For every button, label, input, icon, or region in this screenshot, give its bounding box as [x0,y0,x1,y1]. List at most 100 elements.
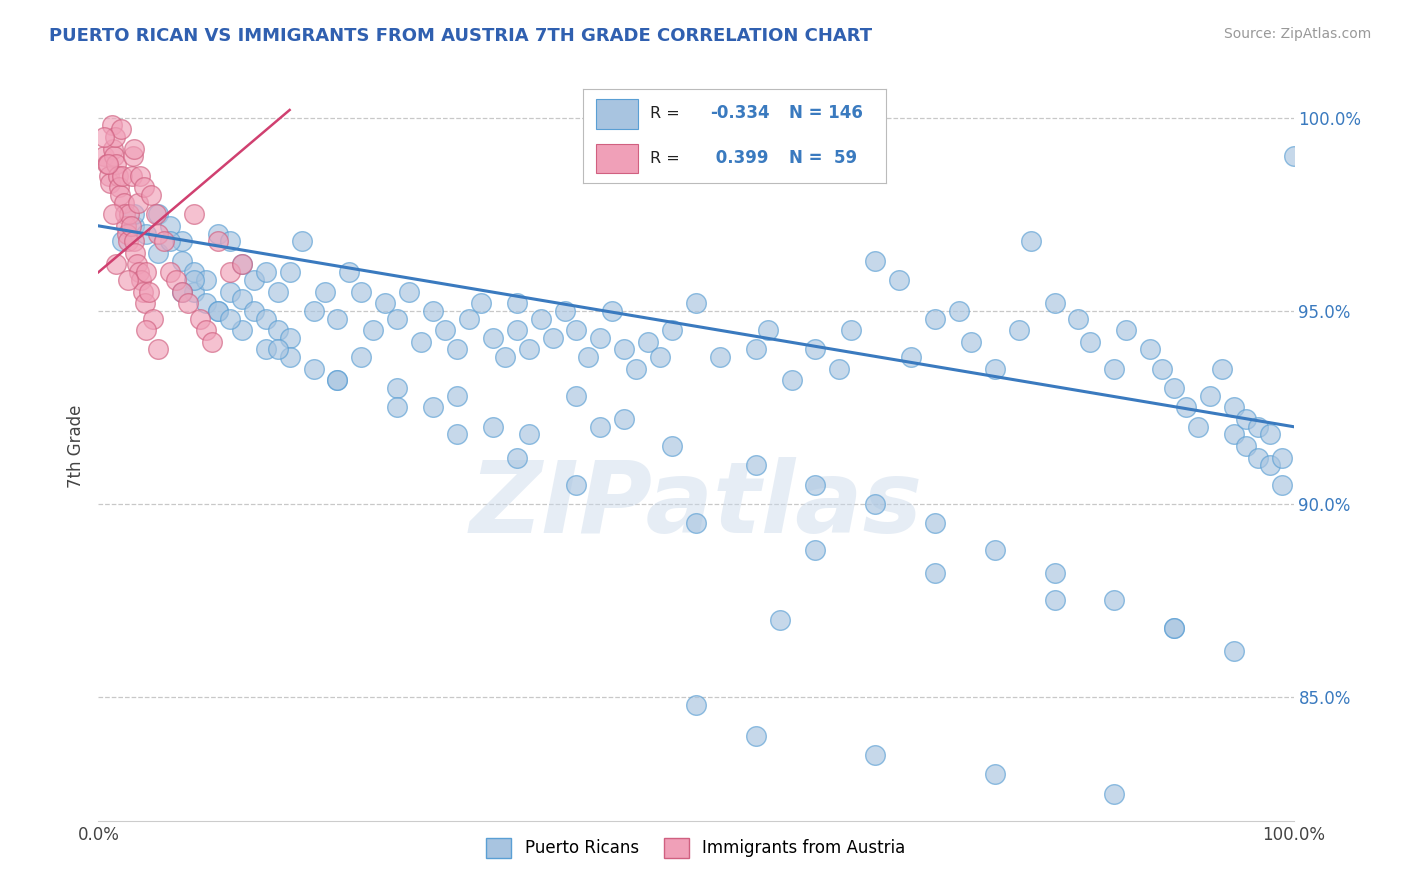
Point [709,350,731,364]
Point [1247,450,1270,465]
Point [231,257,253,271]
Point [148,227,170,241]
Point [153,235,176,249]
Point [385,381,409,395]
Point [506,296,529,310]
Point [183,273,205,287]
Text: Source: ZipAtlas.com: Source: ZipAtlas.com [1223,27,1371,41]
Point [494,350,516,364]
Point [1175,401,1198,415]
Text: 0.399: 0.399 [710,149,769,167]
Point [745,343,768,357]
Point [1139,343,1161,357]
Point [446,343,468,357]
Point [1043,593,1066,607]
Point [111,235,134,249]
Point [138,285,160,299]
Bar [596,98,638,128]
Point [326,373,349,387]
Point [1019,235,1042,249]
Point [183,207,205,221]
Point [804,477,827,491]
Point [267,343,290,357]
Point [661,323,683,337]
Point [768,613,790,627]
Point [565,323,588,337]
Point [98,169,121,183]
Point [1234,439,1257,453]
Point [195,273,218,287]
Point [1067,311,1090,326]
Point [458,311,481,326]
Point [924,566,946,581]
Text: N =  59: N = 59 [789,149,858,167]
Point [1223,401,1246,415]
Point [243,273,266,287]
Point [105,257,128,271]
Point [177,296,200,310]
Point [1104,361,1126,376]
Point [124,246,146,260]
Text: R =: R = [650,151,679,166]
Point [685,296,707,310]
Point [148,207,170,221]
Point [1258,427,1281,442]
Point [172,285,194,299]
Point [101,207,124,221]
Point [219,235,242,249]
Point [1187,419,1209,434]
Point [804,543,827,558]
Point [159,219,181,233]
Point [1282,149,1305,163]
Point [110,122,132,136]
Point [685,516,707,531]
Point [434,323,457,337]
Point [96,157,118,171]
Point [613,343,636,357]
Point [745,729,768,743]
Point [231,292,253,306]
Point [948,303,970,318]
Point [1234,412,1257,426]
Point [104,130,127,145]
Point [350,350,373,364]
Point [125,257,148,271]
Legend: Puerto Ricans, Immigrants from Austria: Puerto Ricans, Immigrants from Austria [479,831,912,864]
Point [1080,334,1102,349]
Point [159,235,181,249]
Point [219,285,242,299]
Point [231,257,253,271]
Point [195,296,218,310]
Point [315,285,337,299]
Text: R =: R = [650,105,679,120]
Point [100,119,122,133]
Point [446,389,468,403]
Point [108,188,131,202]
Point [1008,323,1031,337]
Point [148,343,170,357]
Point [506,450,529,465]
Point [481,419,505,434]
Point [93,149,115,163]
Y-axis label: 7th Grade: 7th Grade [66,404,84,488]
Point [828,361,851,376]
Point [865,253,887,268]
Point [201,334,224,349]
Point [1043,296,1066,310]
Point [98,177,122,191]
Point [411,334,433,349]
Point [554,303,576,318]
Point [613,412,636,426]
Point [135,323,157,337]
Point [183,285,205,299]
Point [385,311,409,326]
Point [105,157,128,171]
Point [1211,361,1233,376]
Point [1271,450,1294,465]
Point [1104,593,1126,607]
Point [780,373,803,387]
Point [589,331,612,345]
Point [93,130,115,145]
Point [745,458,768,473]
Point [1223,427,1246,442]
